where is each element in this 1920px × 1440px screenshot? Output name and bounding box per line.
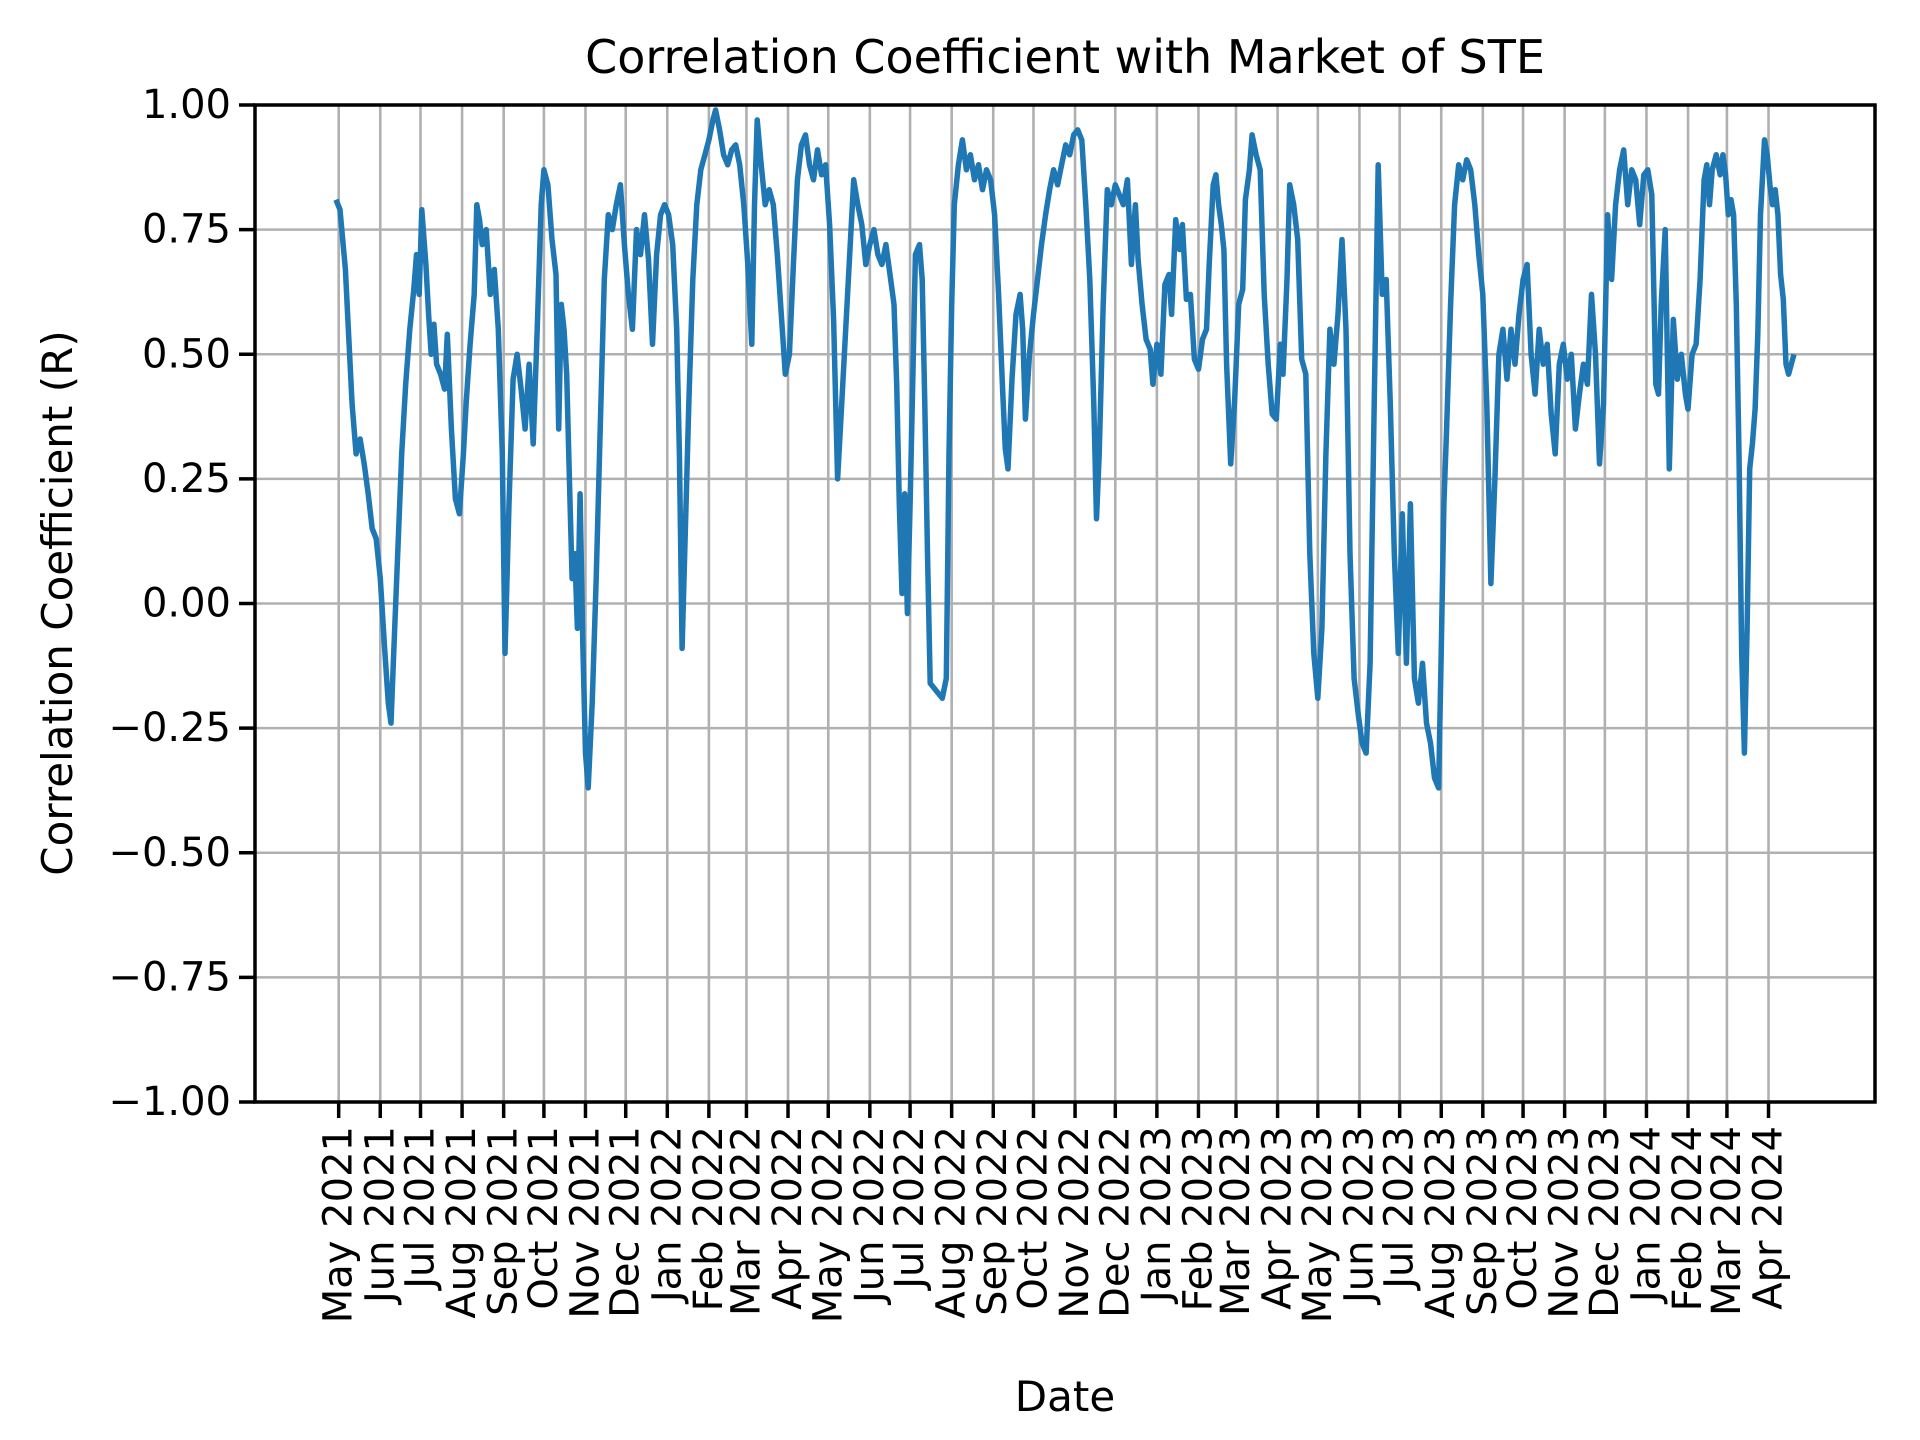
y-tick-label: 0.50: [142, 331, 231, 377]
x-tick-label: Nov 2023: [1542, 1126, 1588, 1319]
x-tick-label: Jan 2023: [1134, 1126, 1180, 1305]
x-tick-label: Jun 2021: [357, 1126, 403, 1306]
x-tick-label: Nov 2021: [562, 1126, 608, 1319]
x-tick-label: Jun 2023: [1336, 1126, 1382, 1306]
chart-title: Correlation Coefficient with Market of S…: [585, 30, 1545, 84]
x-tick-label: Mar 2022: [723, 1126, 769, 1316]
x-tick-label: Jul 2021: [398, 1126, 444, 1292]
x-tick-label: May 2023: [1295, 1126, 1341, 1323]
x-tick-label: Mar 2023: [1213, 1126, 1259, 1316]
x-tick-label: Feb 2022: [686, 1126, 732, 1311]
y-tick-label: 0.00: [142, 581, 231, 627]
y-tick-label: −0.50: [108, 830, 231, 876]
x-tick-label: May 2022: [805, 1126, 851, 1323]
x-tick-label: Jul 2022: [887, 1126, 933, 1292]
x-tick-label: Oct 2023: [1500, 1126, 1546, 1310]
y-tick-label: 0.75: [142, 207, 231, 253]
x-tick-label: Dec 2021: [603, 1126, 649, 1318]
series-line: [333, 107, 1797, 791]
x-tick-label: Sep 2021: [481, 1126, 527, 1316]
x-tick-label: Jan 2024: [1623, 1126, 1669, 1305]
x-tick-label: Sep 2023: [1460, 1126, 1506, 1316]
y-tick-label: −0.25: [108, 705, 231, 751]
x-tick-label: Mar 2024: [1704, 1126, 1750, 1316]
x-tick-label: Aug 2021: [439, 1126, 485, 1319]
x-tick-label: Feb 2024: [1665, 1126, 1711, 1311]
x-tick-label: Feb 2023: [1175, 1126, 1221, 1311]
x-tick-label: Sep 2022: [970, 1126, 1016, 1316]
y-tick-label: −1.00: [108, 1079, 231, 1125]
x-tick-label: Oct 2021: [521, 1126, 567, 1310]
x-tick-label: Oct 2022: [1010, 1126, 1056, 1310]
x-tick-label: Aug 2022: [929, 1126, 975, 1319]
x-axis-label: Date: [1014, 1372, 1116, 1421]
x-tick-label: Apr 2023: [1255, 1126, 1301, 1310]
x-tick-label: Jul 2023: [1377, 1126, 1423, 1292]
x-tick-label: Dec 2022: [1092, 1126, 1138, 1318]
y-tick-label: 0.25: [142, 456, 231, 502]
x-tick-label: Jan 2022: [644, 1126, 690, 1305]
x-tick-label: Apr 2022: [765, 1126, 811, 1310]
y-tick-label: 1.00: [142, 82, 231, 128]
x-tick-label: Aug 2023: [1418, 1126, 1464, 1319]
x-tick-label: Nov 2022: [1052, 1126, 1098, 1319]
x-tick-label: May 2021: [316, 1126, 362, 1323]
x-tick-label: Apr 2024: [1746, 1126, 1792, 1310]
y-tick-label: −0.75: [108, 954, 231, 1000]
x-tick-label: Dec 2023: [1582, 1126, 1628, 1318]
x-tick-label: Jun 2022: [847, 1126, 893, 1306]
